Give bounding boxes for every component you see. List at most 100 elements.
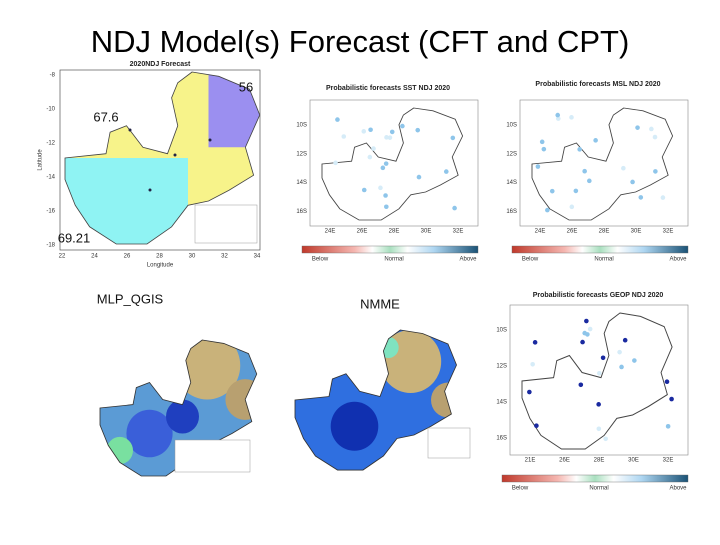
x-tick-label: 34 bbox=[254, 254, 261, 260]
station-dot bbox=[621, 165, 626, 171]
station-dot bbox=[443, 169, 449, 174]
x-tick-label: 32E bbox=[663, 458, 674, 464]
map-title: 2020NDJ Forecast bbox=[130, 61, 191, 68]
x-tick-label: 32 bbox=[221, 254, 228, 260]
station-dot bbox=[569, 204, 575, 210]
station-dot bbox=[596, 402, 601, 407]
station-dot bbox=[384, 135, 389, 140]
cft-map bbox=[59, 69, 261, 251]
x-tick-label: 26E bbox=[559, 458, 570, 464]
map-frame bbox=[519, 99, 689, 227]
map-legend bbox=[174, 439, 251, 473]
station-dot bbox=[389, 129, 395, 135]
x-tick-label: 22 bbox=[59, 254, 66, 260]
station-dot bbox=[617, 349, 622, 355]
station-dot bbox=[387, 135, 393, 140]
station-dot bbox=[555, 116, 561, 121]
station-dot bbox=[660, 195, 666, 200]
station-dot bbox=[368, 127, 373, 133]
station-dot bbox=[573, 188, 579, 194]
annotation: 56 bbox=[239, 79, 253, 94]
y-tick-label: -16 bbox=[46, 209, 55, 215]
station-dot bbox=[384, 204, 389, 210]
map-title: Probabilistic forecasts GEOP NDJ 2020 bbox=[533, 292, 664, 299]
station-dot bbox=[549, 188, 555, 194]
slide-title: NDJ Model(s) Forecast (CFT and CPT) bbox=[91, 24, 630, 59]
station-dot bbox=[569, 115, 574, 120]
y-tick-label: 12S bbox=[296, 151, 307, 157]
annotation: 69.21 bbox=[58, 230, 91, 245]
y-tick-label: -12 bbox=[46, 141, 55, 147]
x-tick-label: 30E bbox=[421, 229, 432, 235]
station-dot bbox=[635, 125, 640, 130]
station-dot bbox=[577, 147, 582, 152]
colorbar bbox=[301, 245, 479, 254]
x-tick-label: 30 bbox=[189, 254, 196, 260]
y-tick-label: 16S bbox=[496, 436, 507, 442]
station-dot bbox=[452, 205, 457, 211]
station-dot bbox=[367, 154, 373, 160]
station-dot bbox=[630, 179, 635, 185]
colorbar-label: Above bbox=[459, 257, 477, 263]
station-dot bbox=[669, 396, 674, 402]
y-tick-label: -18 bbox=[46, 243, 55, 249]
colorbar-label: Normal bbox=[594, 257, 613, 263]
station-dot bbox=[664, 379, 670, 385]
y-tick-label: 12S bbox=[506, 151, 517, 157]
x-tick-label: 24 bbox=[91, 254, 98, 260]
colorbar-label: Below bbox=[522, 257, 539, 263]
station-dot bbox=[415, 127, 421, 133]
station-dot bbox=[416, 174, 422, 180]
station-dot bbox=[530, 361, 535, 367]
station-dot bbox=[383, 161, 389, 166]
station-dot bbox=[333, 160, 338, 166]
y-tick-label: 16S bbox=[296, 209, 307, 215]
station-dot bbox=[539, 139, 545, 145]
x-tick-label: 26E bbox=[567, 229, 578, 235]
colorbar-label: Below bbox=[312, 257, 329, 263]
colorbar bbox=[511, 245, 689, 254]
map-title: Probabilistic forecasts SST NDJ 2020 bbox=[326, 85, 450, 92]
station-dot bbox=[555, 112, 561, 118]
y-tick-label: -10 bbox=[46, 107, 55, 113]
y-tick-label: 14S bbox=[496, 400, 507, 406]
x-tick-label: 28E bbox=[594, 458, 605, 464]
station-dot bbox=[378, 185, 383, 191]
colorbar-label: Above bbox=[669, 486, 687, 492]
station-dot bbox=[527, 389, 532, 395]
station-dot bbox=[341, 134, 347, 139]
x-tick-label: 28E bbox=[389, 229, 400, 235]
map-title: Probabilistic forecasts MSL NDJ 2020 bbox=[535, 81, 660, 88]
x-tick-label: 21E bbox=[525, 458, 536, 464]
station-dot bbox=[383, 193, 388, 198]
x-axis-label: Longitude bbox=[147, 263, 174, 269]
station-dot bbox=[400, 123, 405, 129]
station-dot bbox=[585, 332, 590, 337]
x-tick-label: 32E bbox=[663, 229, 674, 235]
y-tick-label: 10S bbox=[496, 328, 507, 334]
station-dot bbox=[535, 164, 541, 169]
station-dot bbox=[450, 135, 456, 141]
map-frame bbox=[509, 304, 689, 456]
station-dot bbox=[638, 195, 644, 200]
station-dot bbox=[361, 187, 367, 193]
station-dot bbox=[665, 424, 671, 429]
station-dot bbox=[596, 426, 602, 432]
station-dot bbox=[534, 423, 539, 429]
y-tick-label: -8 bbox=[50, 73, 56, 79]
map-label: MLP_QGIS bbox=[97, 291, 164, 306]
x-tick-label: 30E bbox=[631, 229, 642, 235]
x-tick-label: 26 bbox=[124, 254, 131, 260]
x-tick-label: 24E bbox=[325, 229, 336, 235]
station-dot bbox=[371, 146, 376, 151]
station-dot bbox=[603, 436, 608, 442]
station-dot bbox=[532, 340, 538, 345]
colorbar-label: Above bbox=[669, 257, 687, 263]
y-tick-label: 12S bbox=[496, 364, 507, 370]
colorbar-label: Below bbox=[512, 486, 529, 492]
station-dot bbox=[335, 117, 340, 122]
y-tick-label: 10S bbox=[506, 123, 517, 129]
station-dot bbox=[622, 337, 628, 343]
x-tick-label: 32E bbox=[453, 229, 464, 235]
